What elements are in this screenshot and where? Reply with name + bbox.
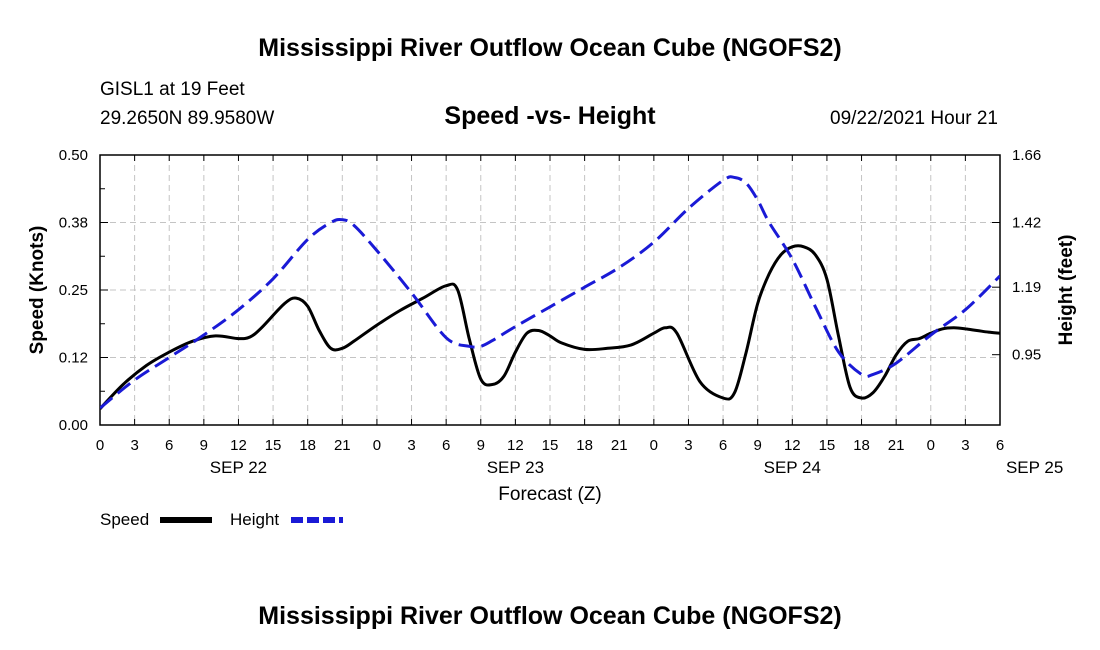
chart-title: Mississippi River Outflow Ocean Cube (NG…	[258, 34, 841, 62]
x-axis-label: Forecast (Z)	[498, 484, 601, 505]
x-date-label: SEP 24	[764, 458, 821, 477]
legend: Speed Height	[100, 510, 343, 529]
x-tick-label: 3	[961, 437, 969, 454]
x-tick-label: 18	[853, 437, 870, 454]
x-tick-label: 6	[165, 437, 173, 454]
x-tick-label: 12	[507, 437, 524, 454]
x-tick-label: 18	[299, 437, 316, 454]
x-tick-label: 3	[407, 437, 415, 454]
x-tick-label: 0	[96, 437, 104, 454]
x-tick-label: 21	[888, 437, 905, 454]
x-tick-label: 3	[130, 437, 138, 454]
grid	[100, 155, 1000, 425]
series-line-speed	[100, 244, 1000, 410]
y-right-tick-label: 0.95	[1012, 347, 1041, 364]
station-coords: 29.2650N 89.9580W	[100, 108, 274, 129]
legend-speed-label: Speed	[100, 510, 149, 529]
series-line-height	[100, 175, 1000, 410]
y-left-tick-label: 0.12	[59, 350, 88, 367]
x-tick-label: 6	[442, 437, 450, 454]
x-tick-label: 0	[373, 437, 381, 454]
y-axis-left-label: Speed (Knots)	[27, 226, 48, 355]
y-right-tick-label: 1.42	[1012, 215, 1041, 232]
x-date-label: SEP 23	[487, 458, 544, 477]
x-tick-label: 15	[819, 437, 836, 454]
axes: 0 3 6 9 12 15 18 21 0 3 6 9 12 15 18 21 0 3 6 9 12 15 18 21 0 3 6S…	[59, 147, 1063, 477]
legend-height-label: Height	[230, 510, 279, 529]
x-tick-label: 3	[684, 437, 692, 454]
x-tick-label: 12	[230, 437, 247, 454]
x-tick-label: 9	[477, 437, 485, 454]
x-tick-label: 15	[542, 437, 559, 454]
x-tick-label: 12	[784, 437, 801, 454]
chart-subtitle: Speed -vs- Height	[444, 102, 656, 130]
y-left-tick-label: 0.50	[59, 147, 88, 164]
y-right-tick-label: 1.19	[1012, 279, 1041, 296]
x-tick-label: 9	[754, 437, 762, 454]
x-tick-label: 6	[719, 437, 727, 454]
station-label: GISL1 at 19 Feet	[100, 79, 245, 100]
y-left-tick-label: 0.25	[59, 282, 88, 299]
x-tick-label: 15	[265, 437, 282, 454]
plot-frame	[99, 154, 1001, 426]
series	[100, 175, 1000, 410]
forecast-datetime: 09/22/2021 Hour 21	[830, 108, 998, 129]
y-right-tick-label: 1.66	[1012, 147, 1041, 164]
x-tick-label: 21	[611, 437, 628, 454]
y-left-tick-label: 0.38	[59, 215, 88, 232]
footer-title: Mississippi River Outflow Ocean Cube (NG…	[258, 602, 841, 630]
x-tick-label: 18	[576, 437, 593, 454]
y-axis-right-label: Height (feet)	[1056, 235, 1077, 346]
y-left-tick-label: 0.00	[59, 417, 88, 434]
x-date-label: SEP 25	[1006, 458, 1063, 477]
x-tick-label: 0	[927, 437, 935, 454]
x-tick-label: 21	[334, 437, 351, 454]
x-tick-label: 9	[200, 437, 208, 454]
x-tick-label: 6	[996, 437, 1004, 454]
x-date-label: SEP 22	[210, 458, 267, 477]
x-tick-label: 0	[650, 437, 658, 454]
